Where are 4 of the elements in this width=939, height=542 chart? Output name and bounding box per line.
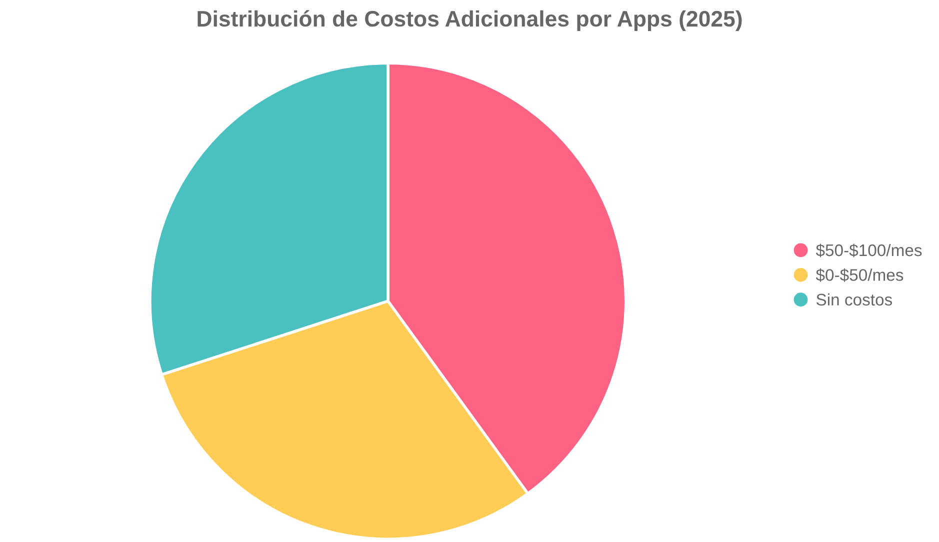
legend-label: Sin costos — [816, 293, 892, 306]
chart-title: Distribución de Costos Adicionales por Apps (2025) — [198, 10, 742, 32]
legend-label: $50-$100/mes — [816, 244, 922, 258]
legend-label: $0-$50/mes — [816, 268, 904, 282]
